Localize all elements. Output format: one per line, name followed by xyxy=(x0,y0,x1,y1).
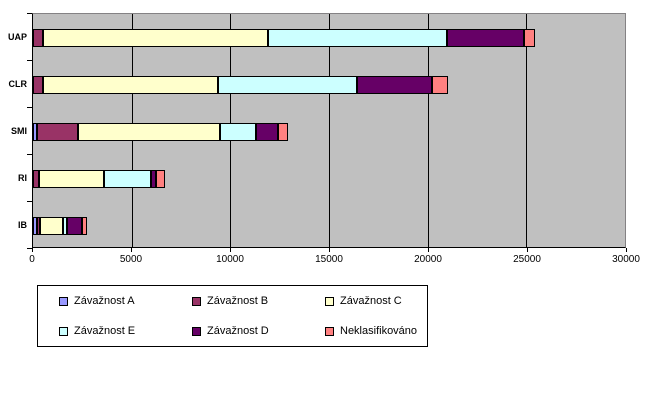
legend-swatch-icon xyxy=(59,326,68,336)
bar-segment xyxy=(39,217,63,235)
legend-item: Závažnost B xyxy=(192,295,325,307)
bar-segment xyxy=(447,29,525,47)
category-label-uap: UAP xyxy=(7,31,27,42)
x-tick-label-15000: 15000 xyxy=(315,254,343,265)
bar-segment xyxy=(218,76,357,94)
legend-swatch-icon xyxy=(192,296,201,306)
bar-segment xyxy=(33,217,37,235)
y-axis-tick xyxy=(27,13,32,14)
bar-segment xyxy=(524,29,536,47)
legend-label: Neklasifikováno xyxy=(340,325,418,337)
x-axis-tick xyxy=(626,248,627,252)
bar-segment xyxy=(66,217,83,235)
bar-segment xyxy=(431,76,449,94)
y-axis-tick xyxy=(27,154,32,155)
legend-item: Závažnost C xyxy=(325,295,427,307)
bar-segment xyxy=(33,170,39,188)
legend-label: Závažnost A xyxy=(74,295,135,307)
legend-item: Závažnost A xyxy=(59,295,192,307)
bar-segment xyxy=(356,76,432,94)
legend-label: Závažnost B xyxy=(207,295,269,307)
x-tick-label-20000: 20000 xyxy=(414,254,442,265)
bar-segment xyxy=(255,123,278,141)
x-tick-label-30000: 30000 xyxy=(612,254,640,265)
legend-swatch-icon xyxy=(59,296,68,306)
y-axis-tick xyxy=(27,60,32,61)
bar-segment xyxy=(36,123,79,141)
bar-segment xyxy=(267,29,448,47)
x-axis-tick xyxy=(131,248,132,252)
x-tick-label-25000: 25000 xyxy=(513,254,541,265)
category-label-ib: IB xyxy=(18,219,27,230)
legend-label: Závažnost E xyxy=(74,325,136,337)
gridline-20000 xyxy=(427,14,429,247)
bar-row-uap xyxy=(33,29,625,47)
plot-area xyxy=(32,13,626,248)
bar-segment xyxy=(33,76,43,94)
bar-segment xyxy=(42,76,219,94)
bar-segment xyxy=(277,123,288,141)
legend-swatch-icon xyxy=(325,296,334,306)
bar-segment xyxy=(38,170,105,188)
legend-swatch-icon xyxy=(192,326,201,336)
x-tick-label-0: 0 xyxy=(29,254,35,265)
bar-segment xyxy=(151,170,157,188)
bar-segment xyxy=(156,170,166,188)
gridline-15000 xyxy=(329,14,330,247)
bar-segment xyxy=(82,217,88,235)
gridline-25000 xyxy=(526,14,528,247)
x-axis-tick xyxy=(329,248,330,252)
legend-item: Neklasifikováno xyxy=(325,325,427,337)
x-tick-label-10000: 10000 xyxy=(216,254,244,265)
legend-label: Závažnost C xyxy=(340,295,402,307)
legend-label: Závažnost D xyxy=(207,325,269,337)
bar-segment xyxy=(36,217,40,235)
category-label-smi: SMI xyxy=(10,125,27,136)
bar-segment xyxy=(104,170,152,188)
legend-item: Závažnost E xyxy=(59,325,192,337)
bar-segment xyxy=(42,29,268,47)
bar-segment xyxy=(62,217,67,235)
bar-segment xyxy=(33,29,43,47)
bar-segment xyxy=(220,123,256,141)
category-label-clr: CLR xyxy=(8,78,28,89)
x-axis-tick xyxy=(428,248,429,252)
legend-swatch-icon xyxy=(325,326,334,336)
x-axis-tick xyxy=(230,248,231,252)
y-axis-tick xyxy=(27,107,32,108)
legend-item: Závažnost D xyxy=(192,325,325,337)
legend: Závažnost A Závažnost B Závažnost C Závažno… xyxy=(37,285,428,347)
x-axis-tick xyxy=(527,248,528,252)
bar-row-ri xyxy=(33,170,625,188)
bar-segment xyxy=(33,123,37,141)
bar-row-ib xyxy=(33,217,625,235)
y-axis-tick xyxy=(27,201,32,202)
bar-segment xyxy=(78,123,221,141)
bar-row-smi xyxy=(33,123,625,141)
category-label-ri: RI xyxy=(18,172,27,183)
x-tick-label-5000: 5000 xyxy=(119,254,143,265)
bar-row-clr xyxy=(33,76,625,94)
x-axis-tick xyxy=(32,248,33,252)
y-axis-tick xyxy=(27,248,32,249)
